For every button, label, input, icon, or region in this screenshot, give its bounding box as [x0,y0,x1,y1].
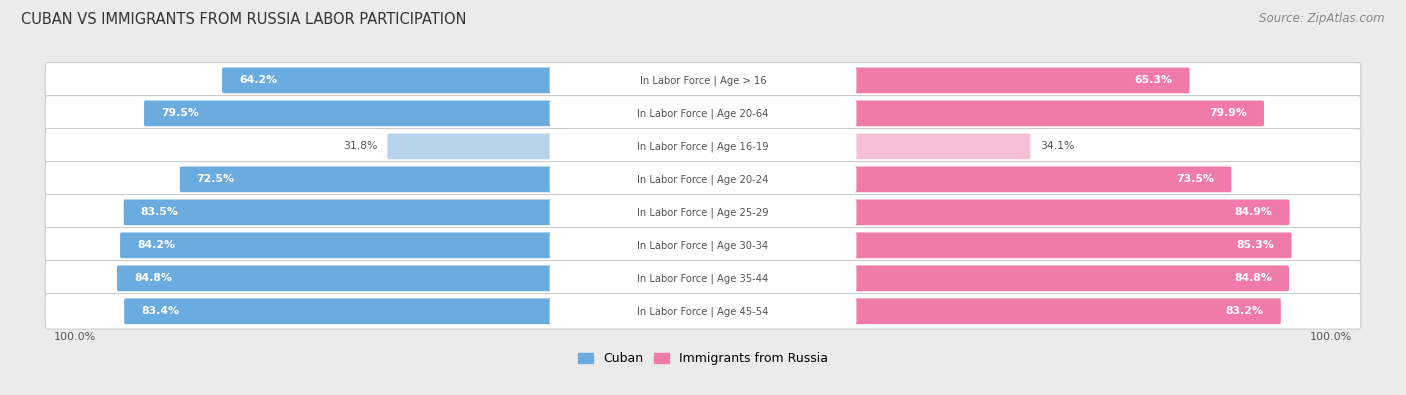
Legend: Cuban, Immigrants from Russia: Cuban, Immigrants from Russia [578,352,828,365]
FancyBboxPatch shape [855,299,1281,324]
Text: In Labor Force | Age 25-29: In Labor Force | Age 25-29 [637,207,769,218]
Text: In Labor Force | Age > 16: In Labor Force | Age > 16 [640,75,766,86]
Text: Source: ZipAtlas.com: Source: ZipAtlas.com [1260,12,1385,25]
Text: In Labor Force | Age 35-44: In Labor Force | Age 35-44 [637,273,769,284]
FancyBboxPatch shape [45,293,1361,329]
FancyBboxPatch shape [855,199,1289,225]
Text: In Labor Force | Age 45-54: In Labor Force | Age 45-54 [637,306,769,316]
FancyBboxPatch shape [124,199,551,225]
FancyBboxPatch shape [550,166,856,192]
FancyBboxPatch shape [222,68,551,93]
Text: 73.5%: 73.5% [1177,174,1215,184]
Text: 64.2%: 64.2% [239,75,277,85]
Text: 72.5%: 72.5% [197,174,235,184]
Text: 85.3%: 85.3% [1237,240,1275,250]
FancyBboxPatch shape [550,233,856,258]
Text: 83.2%: 83.2% [1226,306,1264,316]
Text: 84.8%: 84.8% [1234,273,1272,283]
Text: 83.4%: 83.4% [141,306,179,316]
FancyBboxPatch shape [45,194,1361,230]
FancyBboxPatch shape [124,299,551,324]
FancyBboxPatch shape [550,299,856,324]
FancyBboxPatch shape [855,265,1289,291]
FancyBboxPatch shape [45,62,1361,98]
Text: CUBAN VS IMMIGRANTS FROM RUSSIA LABOR PARTICIPATION: CUBAN VS IMMIGRANTS FROM RUSSIA LABOR PA… [21,12,467,27]
FancyBboxPatch shape [550,68,856,93]
FancyBboxPatch shape [120,233,551,258]
FancyBboxPatch shape [45,128,1361,164]
FancyBboxPatch shape [45,261,1361,296]
FancyBboxPatch shape [855,100,1264,126]
FancyBboxPatch shape [550,134,856,159]
Text: 83.5%: 83.5% [141,207,179,217]
Text: 84.9%: 84.9% [1234,207,1272,217]
Text: 65.3%: 65.3% [1135,75,1173,85]
FancyBboxPatch shape [550,265,856,291]
FancyBboxPatch shape [855,233,1292,258]
Text: In Labor Force | Age 16-19: In Labor Force | Age 16-19 [637,141,769,152]
Text: 84.8%: 84.8% [134,273,172,283]
FancyBboxPatch shape [45,162,1361,197]
FancyBboxPatch shape [117,265,551,291]
Text: 100.0%: 100.0% [53,332,96,342]
FancyBboxPatch shape [550,199,856,225]
FancyBboxPatch shape [855,134,1031,159]
Text: In Labor Force | Age 20-24: In Labor Force | Age 20-24 [637,174,769,184]
Text: 79.9%: 79.9% [1209,108,1247,118]
FancyBboxPatch shape [855,166,1232,192]
Text: 100.0%: 100.0% [1310,332,1353,342]
FancyBboxPatch shape [45,96,1361,131]
FancyBboxPatch shape [143,100,551,126]
FancyBboxPatch shape [180,166,551,192]
Text: In Labor Force | Age 30-34: In Labor Force | Age 30-34 [637,240,769,250]
Text: 34.1%: 34.1% [1040,141,1074,151]
Text: 79.5%: 79.5% [162,108,198,118]
Text: In Labor Force | Age 20-64: In Labor Force | Age 20-64 [637,108,769,118]
FancyBboxPatch shape [550,100,856,126]
Text: 31.8%: 31.8% [343,141,378,151]
FancyBboxPatch shape [855,68,1189,93]
Text: 84.2%: 84.2% [136,240,176,250]
FancyBboxPatch shape [388,134,551,159]
FancyBboxPatch shape [45,228,1361,263]
